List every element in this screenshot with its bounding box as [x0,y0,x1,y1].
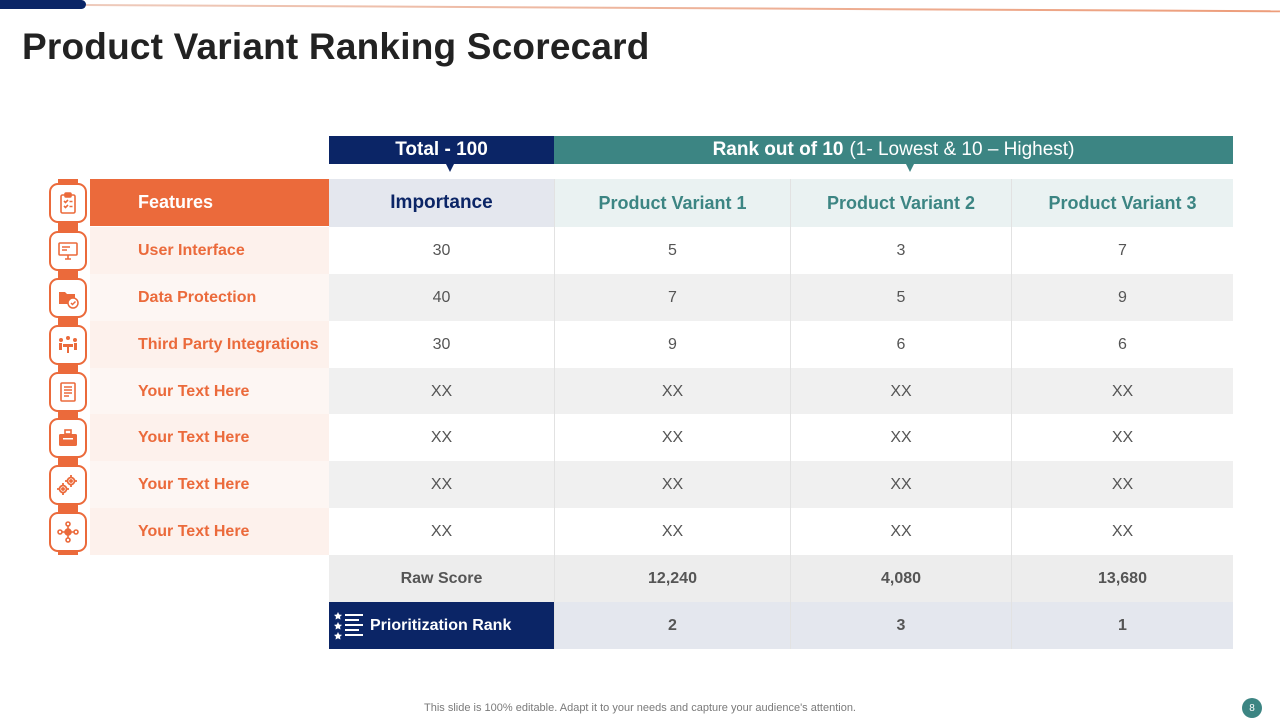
features-header: Features [90,179,329,226]
variant1-header: Product Variant 1 [554,179,790,227]
table-cell: 5 [554,227,790,274]
feature-label: Data Protection [90,274,329,321]
table-cell: XX [329,508,554,555]
prioritization-rank-label: Prioritization Rank [329,602,554,649]
arrow-down-icon [446,156,454,172]
clipboard-checklist-icon [49,183,87,223]
table-cell: 6 [790,321,1011,368]
table-cell: XX [554,508,790,555]
prioritization-rank-value: 2 [554,602,790,649]
rank-band: Rank out of 10 (1- Lowest & 10 – Highest… [554,136,1233,164]
raw-score-label: Raw Score [329,555,554,602]
table-cell: XX [1011,461,1233,508]
table-cell: 5 [790,274,1011,321]
table-cell: 30 [329,321,554,368]
top-accent-bar [0,0,86,9]
rank-band-note: (1- Lowest & 10 – Highest) [849,139,1075,160]
feature-label: Third Party Integrations [90,321,329,368]
table-cell: XX [1011,414,1233,461]
raw-score-value: 13,680 [1011,555,1233,602]
table-cell: XX [790,508,1011,555]
table-cell: XX [329,414,554,461]
table-cell: XX [1011,508,1233,555]
secure-folder-icon [49,278,87,318]
team-meeting-icon [49,325,87,365]
table-cell: 40 [329,274,554,321]
table-cell: 9 [1011,274,1233,321]
arrow-down-icon [906,156,914,172]
table-cell: XX [790,461,1011,508]
monitor-icon [49,231,87,271]
variant3-header: Product Variant 3 [1011,179,1233,227]
raw-score-value: 12,240 [554,555,790,602]
ranked-list-icon [334,612,363,640]
importance-header: Importance [329,179,554,227]
table-cell: XX [329,461,554,508]
table-cell: XX [790,414,1011,461]
feature-label: Your Text Here [90,508,329,555]
table-cell: XX [554,368,790,415]
table-cell: XX [329,368,554,415]
prioritization-rank-value: 3 [790,602,1011,649]
table-cell: XX [554,414,790,461]
raw-score-value: 4,080 [790,555,1011,602]
table-cell: 30 [329,227,554,274]
table-cell: 7 [554,274,790,321]
feature-label: User Interface [90,227,329,274]
prioritization-rank-value: 1 [1011,602,1233,649]
feature-label: Your Text Here [90,461,329,508]
page-title: Product Variant Ranking Scorecard [22,26,650,67]
table-cell: 6 [1011,321,1233,368]
table-cell: XX [790,368,1011,415]
gears-icon [49,465,87,505]
icon-strip [58,179,78,555]
feature-label: Your Text Here [90,414,329,461]
document-icon [49,372,87,412]
table-cell: 7 [1011,227,1233,274]
briefcase-icon [49,418,87,458]
rank-band-title: Rank out of 10 [712,139,844,160]
footer-note: This slide is 100% editable. Adapt it to… [424,702,856,714]
page-number: 8 [1242,698,1262,718]
table-cell: 3 [790,227,1011,274]
network-icon [49,512,87,552]
table-cell: 9 [554,321,790,368]
top-accent-line [85,4,1280,13]
feature-label: Your Text Here [90,368,329,415]
table-cell: XX [1011,368,1233,415]
variant2-header: Product Variant 2 [790,179,1011,227]
total-band: Total - 100 [329,136,554,164]
table-cell: XX [554,461,790,508]
